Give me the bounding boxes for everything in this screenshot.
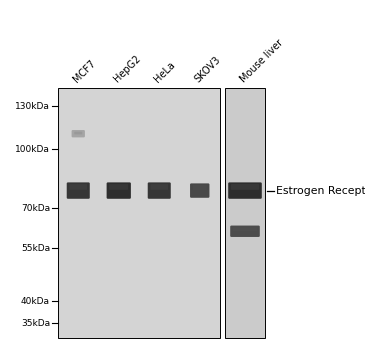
- FancyBboxPatch shape: [230, 225, 260, 237]
- Text: 130kDa: 130kDa: [15, 102, 50, 111]
- Bar: [58, 88, 220, 338]
- Text: Estrogen Receptor alpha: Estrogen Receptor alpha: [276, 186, 365, 196]
- FancyBboxPatch shape: [67, 182, 90, 199]
- Text: 55kDa: 55kDa: [21, 244, 50, 253]
- FancyBboxPatch shape: [228, 182, 262, 199]
- Text: 35kDa: 35kDa: [21, 318, 50, 328]
- FancyBboxPatch shape: [190, 183, 210, 198]
- FancyBboxPatch shape: [148, 182, 171, 199]
- FancyBboxPatch shape: [150, 184, 168, 190]
- Text: Mouse liver: Mouse liver: [238, 37, 285, 84]
- Text: MCF7: MCF7: [71, 58, 97, 84]
- FancyBboxPatch shape: [107, 182, 131, 199]
- Text: 70kDa: 70kDa: [21, 204, 50, 213]
- Text: 40kDa: 40kDa: [21, 296, 50, 306]
- FancyBboxPatch shape: [193, 185, 207, 190]
- FancyBboxPatch shape: [231, 184, 259, 190]
- FancyBboxPatch shape: [109, 184, 128, 190]
- Text: SKOV3: SKOV3: [193, 54, 223, 84]
- Text: 100kDa: 100kDa: [15, 145, 50, 154]
- FancyBboxPatch shape: [69, 184, 87, 190]
- Text: HepG2: HepG2: [112, 53, 142, 84]
- FancyBboxPatch shape: [74, 132, 82, 134]
- Text: HeLa: HeLa: [152, 60, 177, 84]
- FancyBboxPatch shape: [233, 227, 257, 231]
- FancyBboxPatch shape: [72, 130, 85, 138]
- Bar: [225, 88, 265, 338]
